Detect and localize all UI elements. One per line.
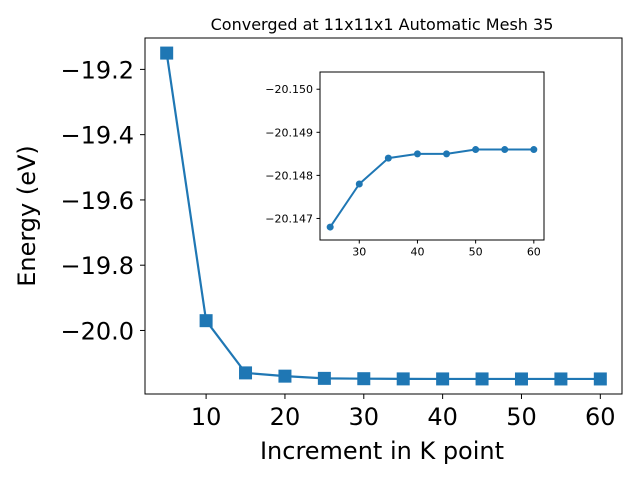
inset-data-point (443, 150, 451, 158)
main-x-tick-label: 20 (270, 403, 301, 431)
chart-title: Converged at 11x11x1 Automatic Mesh 35 (211, 15, 554, 34)
main-series (160, 46, 607, 386)
x-axis-label: Increment in K point (260, 437, 504, 465)
main-data-point (317, 371, 331, 385)
main-y-tick-label: −19.2 (60, 56, 134, 84)
inset-data-point (472, 146, 480, 154)
main-data-point (199, 314, 213, 328)
inset-y-tick-label: −20.149 (265, 126, 313, 139)
main-data-point (514, 372, 528, 386)
inset-data-point (326, 223, 334, 231)
main-series-line (165, 52, 601, 381)
main-data-point (554, 372, 568, 386)
inset-data-point (530, 146, 538, 154)
main-x-tick-label: 40 (427, 403, 458, 431)
main-x-tick-label: 10 (191, 403, 222, 431)
inset-x-tick-label: 40 (410, 246, 424, 259)
inset-y-tick-label: −20.150 (265, 83, 313, 96)
main-y-tick-label: −19.4 (60, 122, 134, 150)
inset-data-point (413, 150, 421, 158)
main-x-tick-label: 60 (585, 403, 616, 431)
inset-ticks: 30 40 50 60 −20.150 −20.149 −20.148 −20.147 (265, 83, 541, 258)
main-y-tick-label: −20.0 (60, 317, 134, 345)
main-x-tick-label: 30 (349, 403, 380, 431)
main-data-point (396, 372, 410, 386)
inset-data-point (355, 180, 363, 188)
inset-x-tick-label: 60 (527, 246, 541, 259)
main-x-tick-label: 50 (506, 403, 537, 431)
inset-y-tick-label: −20.147 (265, 212, 313, 225)
inset-axes-frame (319, 71, 545, 241)
main-data-point (475, 372, 489, 386)
main-data-point (436, 372, 450, 386)
inset-x-tick-label: 30 (352, 246, 366, 259)
main-ticks: 10 20 30 40 50 60 −19.2 −19.4 −19.6 −19.8 −20.0 (60, 56, 615, 431)
main-data-point (593, 372, 607, 386)
y-axis-label: Energy (eV) (13, 145, 41, 287)
inset-data-point (501, 146, 509, 154)
main-data-point (160, 46, 174, 60)
inset-y-tick-label: −20.148 (265, 169, 313, 182)
main-data-point (239, 366, 253, 380)
main-y-tick-label: −19.6 (60, 187, 134, 215)
inset-data-point (384, 154, 392, 162)
main-axes-frame (144, 37, 623, 395)
inset-series (326, 146, 538, 231)
inset-x-tick-label: 50 (469, 246, 483, 259)
main-y-tick-label: −19.8 (60, 252, 134, 280)
main-data-point (278, 369, 292, 383)
main-data-point (357, 372, 371, 386)
inset-series-line (329, 148, 534, 228)
